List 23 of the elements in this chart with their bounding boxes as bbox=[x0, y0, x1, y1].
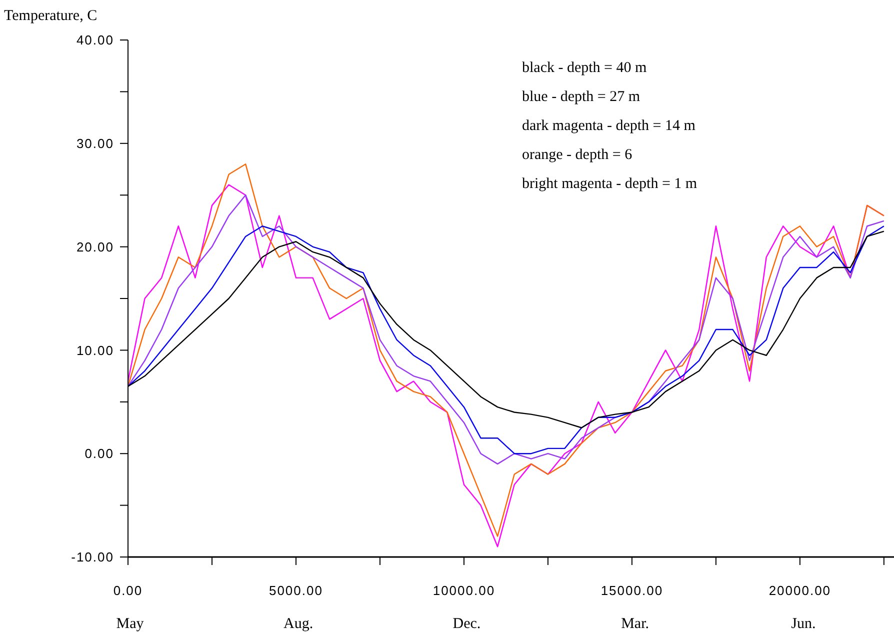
annotation: bright magenta - depth = 1 m bbox=[522, 176, 698, 192]
y-tick-label: 20.00 bbox=[76, 239, 114, 254]
x-tick-label: 10000.00 bbox=[432, 583, 496, 598]
y-tick-label: 10.00 bbox=[76, 342, 114, 358]
y-tick-label: 40.00 bbox=[76, 32, 114, 48]
text: Aug. bbox=[284, 616, 314, 632]
annotation: orange - depth = 6 bbox=[522, 147, 633, 163]
text: May bbox=[116, 616, 144, 632]
x-tick-label: 0.00 bbox=[113, 583, 143, 598]
text: Jun. bbox=[791, 616, 816, 632]
annotation: dark magenta - depth = 14 m bbox=[522, 118, 696, 134]
text: Dec. bbox=[452, 616, 481, 632]
text: Mar. bbox=[621, 616, 650, 632]
y-tick-label: 30.00 bbox=[76, 136, 114, 151]
y-axis-title: Temperature, C bbox=[4, 8, 98, 24]
x-tick-label: 15000.00 bbox=[600, 583, 664, 598]
annotation: blue - depth = 27 m bbox=[522, 89, 640, 105]
x-tick-label: 20000.00 bbox=[768, 583, 832, 598]
y-tick-label: 0.00 bbox=[84, 446, 114, 462]
annotation: black - depth = 40 m bbox=[522, 60, 648, 76]
y-tick-label: -10.00 bbox=[71, 550, 114, 565]
line-series bbox=[127, 194, 885, 465]
x-tick-label: 5000.00 bbox=[268, 583, 323, 598]
